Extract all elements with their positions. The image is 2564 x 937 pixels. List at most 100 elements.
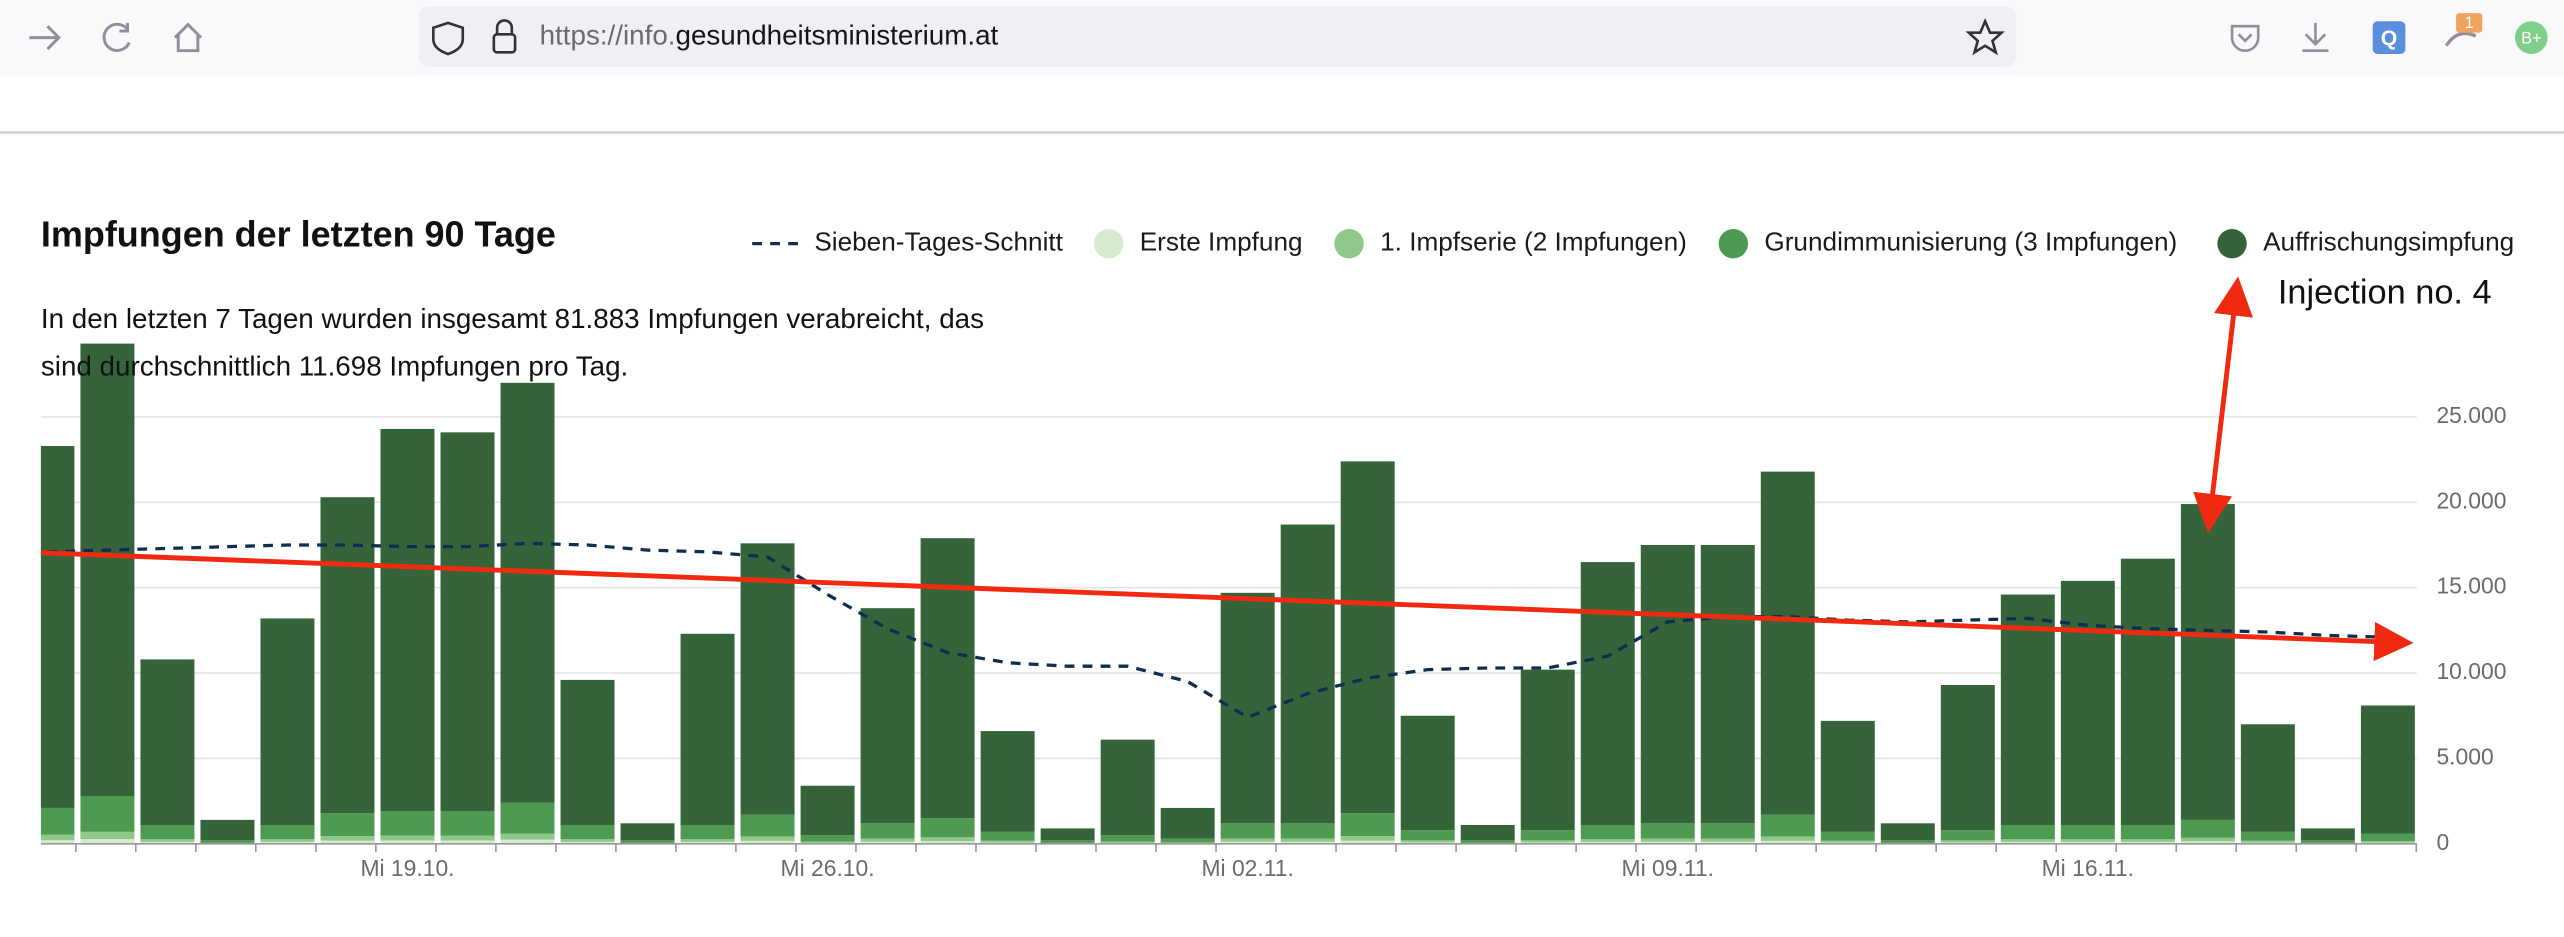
bar-segment bbox=[680, 838, 735, 842]
bar-segment bbox=[320, 836, 375, 841]
url-bar[interactable] bbox=[418, 6, 2017, 68]
bar-segment bbox=[1280, 838, 1335, 842]
shield-icon[interactable] bbox=[432, 21, 465, 56]
bar-segment bbox=[980, 831, 1035, 841]
bar-segment bbox=[860, 838, 915, 842]
bar-segment bbox=[2000, 594, 2055, 826]
bar-segment bbox=[2360, 705, 2415, 834]
bar-segment bbox=[40, 834, 75, 841]
bar-segment bbox=[1220, 592, 1275, 824]
bar-segment bbox=[2000, 841, 2055, 844]
bar-segment bbox=[440, 835, 495, 841]
bar-segment bbox=[1880, 823, 1935, 841]
extension-badge bbox=[2456, 13, 2483, 33]
bar-segment bbox=[2180, 819, 2235, 838]
extension2-icon[interactable] bbox=[2444, 31, 2477, 47]
bar-segment bbox=[1760, 471, 1815, 815]
bar-segment bbox=[1400, 840, 1455, 843]
bar-segment bbox=[260, 838, 315, 842]
bar-segment bbox=[1700, 823, 1755, 839]
x-tick-label: Mi 19.10. bbox=[360, 855, 454, 881]
bar-segment bbox=[260, 825, 315, 839]
bar-segment bbox=[2120, 558, 2175, 826]
bar-segment bbox=[2000, 825, 2055, 839]
legend-label: Erste Impfung bbox=[1140, 227, 1303, 257]
bar-segment bbox=[1940, 685, 1995, 831]
bar-segment bbox=[1400, 830, 1455, 841]
extension-badge-count: 1 bbox=[2465, 14, 2474, 32]
bar-segment bbox=[800, 841, 855, 843]
bar-segment bbox=[1220, 823, 1275, 839]
bar-segment bbox=[140, 659, 195, 826]
bar-segment bbox=[1340, 840, 1395, 844]
chart-title: Impfungen der letzten 90 Tage bbox=[41, 214, 556, 255]
legend-swatch bbox=[1718, 228, 1749, 259]
bar-segment bbox=[860, 841, 915, 844]
bar-segment bbox=[500, 833, 555, 840]
bar-segment bbox=[1520, 840, 1575, 843]
bar-segment bbox=[1760, 840, 1815, 844]
annotation-text: Injection no. 4 bbox=[2278, 273, 2492, 311]
bar-segment bbox=[1760, 814, 1815, 837]
bar-segment bbox=[80, 838, 135, 844]
bar-segment bbox=[800, 835, 855, 842]
bar-segment bbox=[1640, 823, 1695, 839]
bar-segment bbox=[1160, 842, 1215, 844]
forward-button[interactable] bbox=[29, 25, 61, 51]
bar-segment bbox=[2060, 838, 2115, 842]
reload-button[interactable] bbox=[102, 22, 131, 52]
bar-segment bbox=[440, 811, 495, 836]
pocket-icon[interactable] bbox=[2230, 24, 2260, 53]
bar-segment bbox=[1760, 836, 1815, 841]
bookmark-star[interactable] bbox=[1965, 17, 2005, 56]
bar-segment bbox=[1640, 545, 1695, 824]
bar-segment bbox=[1820, 720, 1875, 832]
bar-segment bbox=[40, 446, 75, 808]
bar-segment bbox=[860, 608, 915, 824]
x-tick-label: Mi 09.11. bbox=[1622, 855, 1714, 881]
legend-swatch bbox=[1334, 228, 1364, 259]
lock-icon[interactable] bbox=[492, 33, 517, 54]
bar-segment bbox=[2180, 504, 2235, 820]
bar-segment bbox=[740, 814, 795, 837]
bar-segment bbox=[1280, 524, 1335, 824]
downloads-icon[interactable] bbox=[2302, 22, 2329, 53]
subtitle-line: sind durchschnittlich 11.698 Impfungen p… bbox=[41, 350, 628, 381]
extension-icon[interactable] bbox=[2372, 21, 2406, 54]
bar-segment bbox=[200, 819, 255, 841]
bar-segment bbox=[500, 382, 555, 803]
x-tick-label: Mi 16.11. bbox=[2042, 855, 2134, 881]
bar-segment bbox=[2120, 838, 2175, 842]
legend-label: 1. Impfserie (2 Impfungen) bbox=[1380, 227, 1687, 257]
url-domain: gesundheitsministerium.at bbox=[676, 20, 999, 51]
bar-segment bbox=[1280, 823, 1335, 839]
bar-segment bbox=[680, 841, 735, 844]
bar-segment bbox=[920, 538, 975, 819]
bar-segment bbox=[980, 840, 1035, 843]
y-tick-label: 15.000 bbox=[2436, 573, 2506, 599]
bar-segment bbox=[1460, 825, 1515, 841]
bar-segment bbox=[1460, 840, 1515, 843]
bar-segment bbox=[1160, 838, 1215, 843]
avatar[interactable] bbox=[2514, 21, 2548, 54]
bar-segment bbox=[1580, 838, 1635, 842]
y-tick-label: 10.000 bbox=[2436, 658, 2506, 684]
bar-segment bbox=[1100, 739, 1155, 836]
url-prefix: https://info. bbox=[540, 20, 676, 51]
bar-segment bbox=[260, 841, 315, 844]
bar-segment bbox=[140, 838, 195, 842]
y-tick-label: 0 bbox=[2436, 829, 2449, 855]
bar-segment bbox=[1220, 838, 1275, 842]
bar-segment bbox=[1520, 669, 1575, 831]
bar-segment bbox=[2300, 828, 2355, 841]
bar-segment bbox=[860, 823, 915, 839]
bar-segment bbox=[2240, 840, 2295, 843]
bar-segment bbox=[2120, 841, 2175, 844]
bar-segment bbox=[320, 840, 375, 844]
bar-segment bbox=[40, 840, 75, 844]
home-button[interactable] bbox=[173, 22, 203, 53]
bar-segment bbox=[380, 835, 435, 841]
bar-segment bbox=[740, 840, 795, 844]
url[interactable]: https://info.gesundheitsministerium.at bbox=[540, 20, 999, 51]
